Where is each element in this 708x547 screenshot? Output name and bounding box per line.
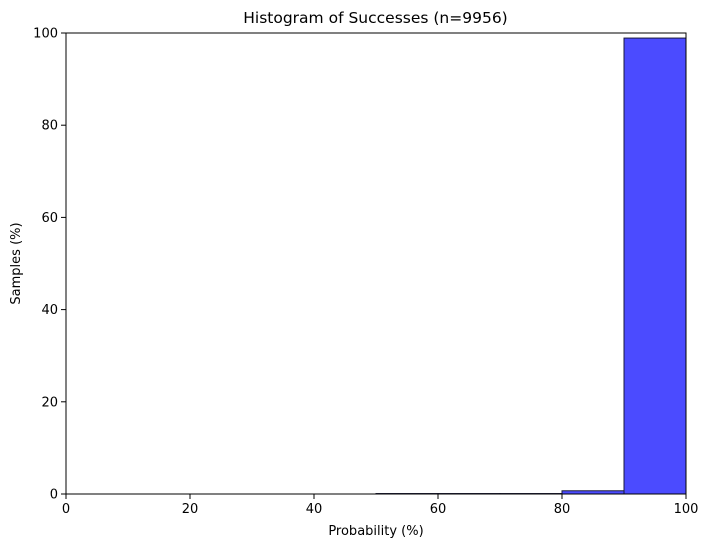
x-tick-label-5: 100 [674, 502, 699, 517]
y-tick-label-2: 40 [41, 303, 58, 318]
x-axis-ticks: 0 20 40 60 80 100 [62, 494, 699, 517]
plot-area [65, 32, 687, 495]
y-tick-label-5: 100 [33, 27, 58, 42]
x-tick-label-4: 80 [554, 502, 571, 517]
y-tick-label-4: 80 [41, 119, 58, 134]
x-tick-label-2: 40 [306, 502, 323, 517]
histogram-bar-9 [623, 37, 687, 495]
axes-frame [65, 32, 687, 495]
y-axis-ticks: 0 20 40 60 80 100 [33, 27, 66, 503]
y-tick-label-1: 20 [41, 395, 58, 410]
y-axis-label: Samples (%) [9, 222, 24, 304]
y-tick-label-3: 60 [41, 211, 58, 226]
y-tick-label-0: 0 [50, 488, 58, 503]
x-tick-label-3: 60 [430, 502, 447, 517]
x-axis-label: Probability (%) [328, 524, 423, 539]
x-tick-label-1: 20 [182, 502, 199, 517]
plot-background [66, 33, 686, 494]
x-tick-label-0: 0 [62, 502, 70, 517]
chart-title: Histogram of Successes (n=9956) [243, 9, 507, 27]
